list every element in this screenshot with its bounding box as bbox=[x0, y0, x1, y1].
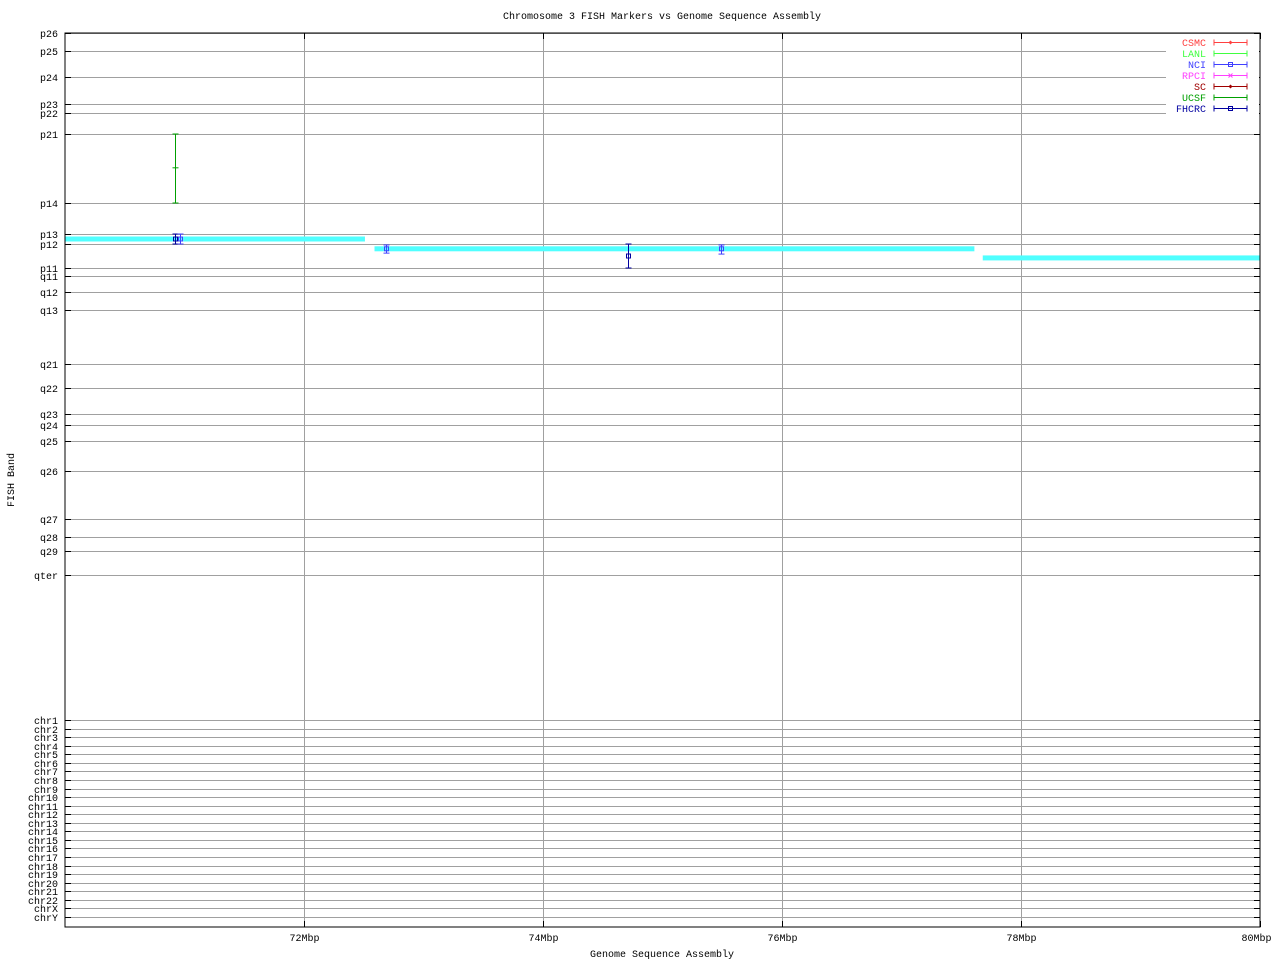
x-tick-label: 78Mbp bbox=[1006, 933, 1036, 945]
y-tick-label: p26 bbox=[40, 30, 58, 41]
y-tick-label: chr22 bbox=[28, 896, 58, 908]
point-marker bbox=[719, 246, 724, 252]
y-tick-label: q23 bbox=[40, 411, 58, 422]
y-tick-label: chrX bbox=[34, 904, 58, 916]
legend-label: CSMC bbox=[1182, 39, 1206, 50]
x-axis-label: Genome Sequence Assembly bbox=[590, 949, 734, 960]
point-marker bbox=[384, 246, 389, 252]
x-tick-label: 72Mbp bbox=[289, 933, 319, 945]
x-axis-ticks: 72Mbp 74Mbp 76Mbp 78Mbp 80Mbp bbox=[289, 33, 1272, 945]
y-tick-label: chr2 bbox=[34, 725, 58, 737]
data-point-fhcrc bbox=[172, 233, 179, 245]
y-tick-label: q28 bbox=[40, 534, 58, 545]
y-tick-label: chr15 bbox=[28, 836, 58, 848]
legend-label: SC bbox=[1194, 83, 1206, 94]
grid-lines bbox=[65, 33, 1260, 927]
y-tick-label: p21 bbox=[40, 131, 58, 142]
y-tick-label: chr16 bbox=[28, 844, 58, 856]
y-tick-label: chr21 bbox=[28, 887, 58, 899]
assembly-segment bbox=[982, 255, 1260, 261]
data-point-fhcrc bbox=[625, 243, 632, 269]
y-tick-label: chr12 bbox=[28, 810, 58, 822]
point-marker bbox=[626, 253, 631, 259]
y-tick-label: chr1 bbox=[34, 716, 58, 728]
x-tick-label: 80Mbp bbox=[1241, 933, 1271, 945]
y-tick-label: chr19 bbox=[28, 870, 58, 882]
y-tick-label: chr14 bbox=[28, 827, 58, 839]
legend-marker bbox=[1228, 106, 1233, 111]
data-point-nci bbox=[383, 244, 390, 254]
legend-label: LANL bbox=[1182, 50, 1206, 61]
y-tick-label: q26 bbox=[40, 468, 58, 479]
y-tick-label: p22 bbox=[40, 110, 58, 121]
y-tick-label: q22 bbox=[40, 385, 58, 396]
legend-label: UCSF bbox=[1182, 94, 1206, 105]
y-tick-label: p11 bbox=[40, 265, 58, 276]
y-tick-label: p24 bbox=[40, 74, 58, 85]
legend-marker bbox=[1228, 84, 1233, 89]
y-tick-label: q29 bbox=[40, 548, 58, 559]
point-marker bbox=[178, 236, 183, 242]
legend-marker bbox=[1228, 62, 1233, 67]
y-tick-label: q27 bbox=[40, 516, 58, 527]
y-tick-label: p25 bbox=[40, 48, 58, 59]
y-tick-label: q21 bbox=[40, 361, 58, 372]
legend-marker bbox=[1228, 40, 1233, 45]
y-tick-label: q13 bbox=[40, 307, 58, 318]
y-tick-label: p12 bbox=[40, 241, 58, 252]
y-tick-label: chr13 bbox=[28, 819, 58, 831]
data-point-ucsf bbox=[172, 133, 179, 204]
x-tick-label: 76Mbp bbox=[767, 933, 797, 945]
y-tick-label: chr5 bbox=[34, 750, 58, 762]
point-marker bbox=[173, 236, 178, 242]
legend-label: FHCRC bbox=[1176, 105, 1206, 116]
y-tick-label: p23 bbox=[40, 101, 58, 112]
y-tick-label: chr4 bbox=[34, 742, 58, 754]
y-tick-label: chr6 bbox=[34, 759, 58, 771]
y-tick-label: chr17 bbox=[28, 853, 58, 865]
y-tick-label: p13 bbox=[40, 231, 58, 242]
assembly-segment bbox=[374, 246, 975, 252]
y-tick-label: chr11 bbox=[28, 802, 58, 814]
y-tick-label: chr8 bbox=[34, 776, 58, 788]
data-point-nci bbox=[177, 233, 184, 245]
plot-frame bbox=[64, 32, 1261, 928]
y-tick-label: chrY bbox=[34, 913, 58, 925]
y-tick-label: chr3 bbox=[34, 733, 58, 745]
y-tick-label: qter bbox=[34, 572, 58, 583]
legend-marker bbox=[1228, 73, 1233, 78]
y-tick-label: chr10 bbox=[28, 793, 58, 805]
legend-label: RPCI bbox=[1182, 72, 1206, 83]
y-tick-label: chr18 bbox=[28, 862, 58, 874]
assembly-segments bbox=[65, 236, 1260, 261]
data-points bbox=[172, 133, 725, 269]
y-tick-label: q12 bbox=[40, 289, 58, 300]
y-tick-label: chr9 bbox=[34, 785, 58, 797]
chart-title: Chromosome 3 FISH Markers vs Genome Sequ… bbox=[503, 11, 821, 23]
y-tick-label: q24 bbox=[40, 422, 58, 433]
legend-label: NCI bbox=[1188, 61, 1206, 72]
y-tick-label: p14 bbox=[40, 200, 58, 211]
assembly-segment bbox=[65, 236, 365, 242]
data-point-nci bbox=[718, 244, 725, 255]
y-tick-label: chr7 bbox=[34, 767, 58, 779]
y-axis-label: FISH Band bbox=[6, 453, 18, 507]
x-tick-label: 74Mbp bbox=[528, 933, 558, 945]
y-tick-label: chr20 bbox=[28, 879, 58, 891]
y-tick-label: q11 bbox=[40, 273, 58, 284]
y-tick-label: q25 bbox=[40, 438, 58, 449]
